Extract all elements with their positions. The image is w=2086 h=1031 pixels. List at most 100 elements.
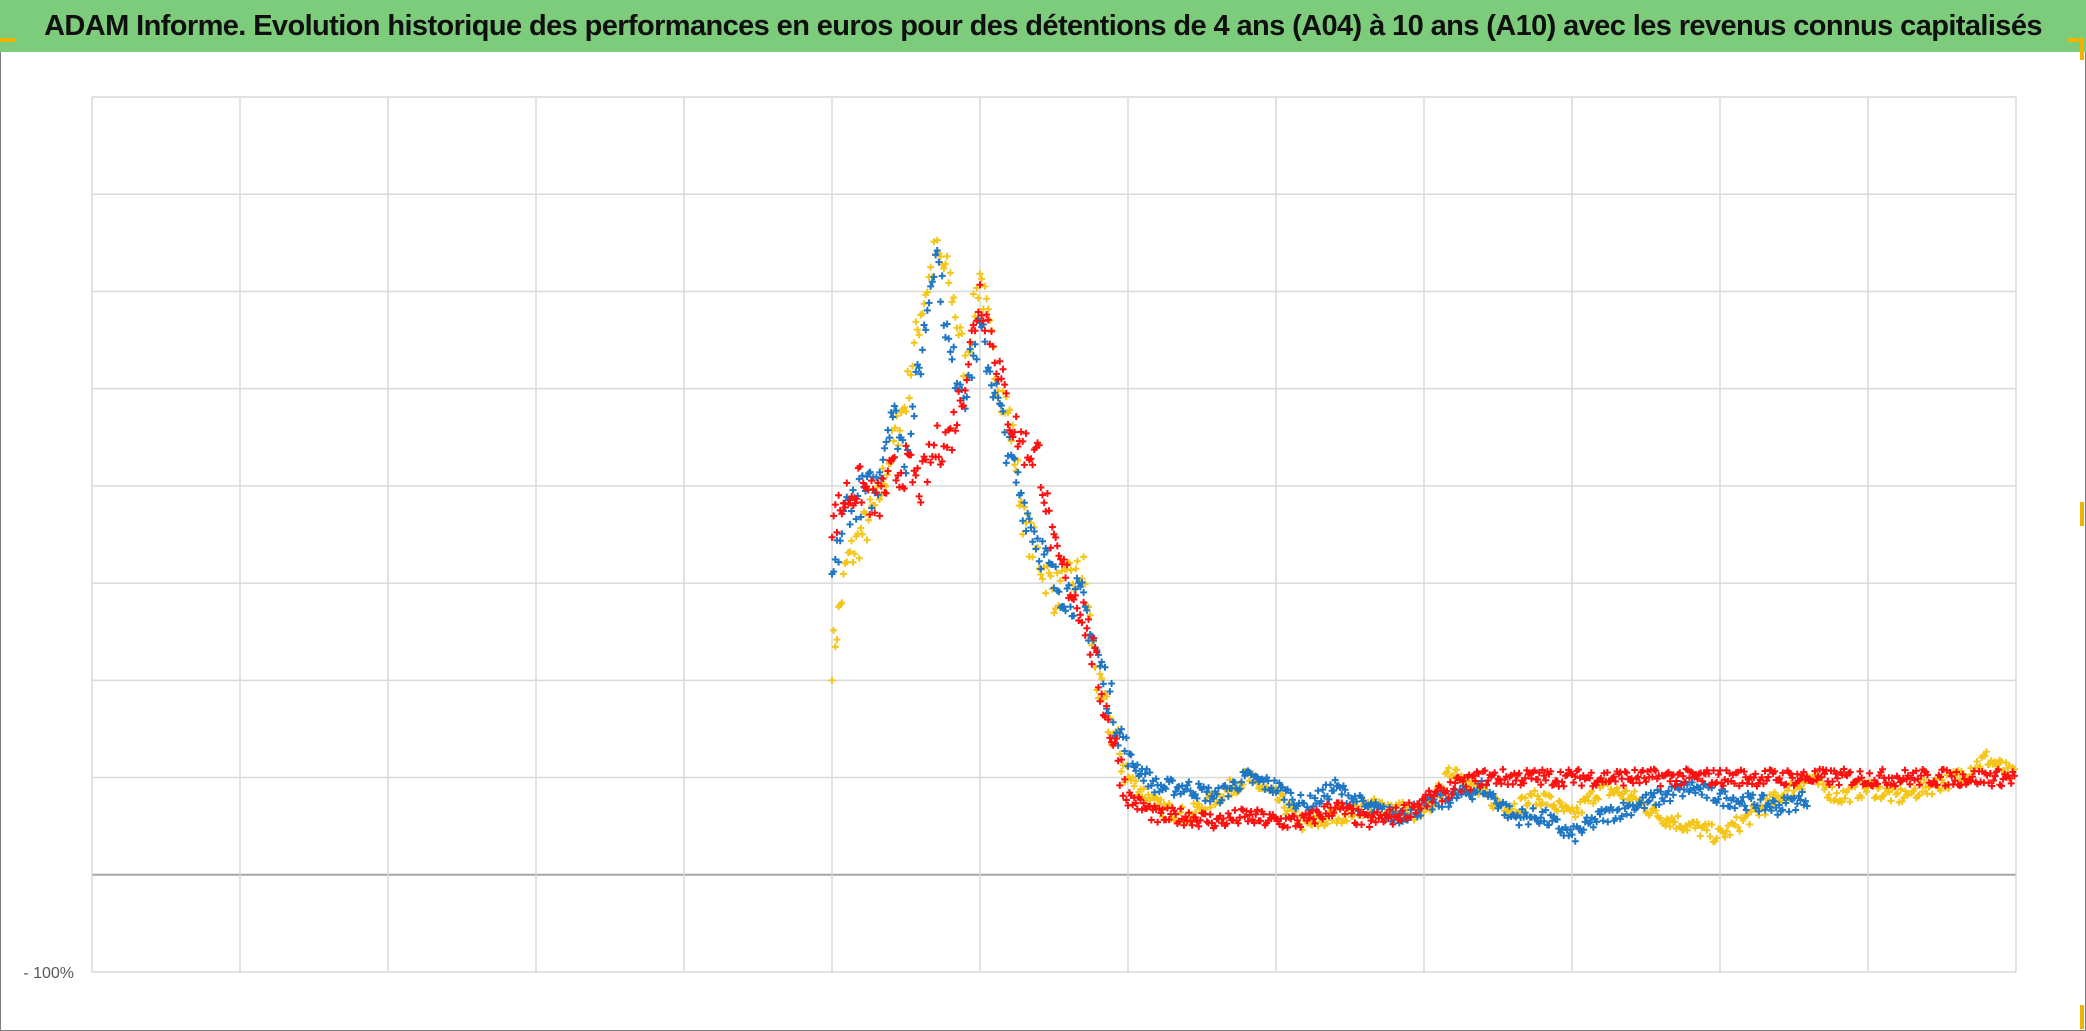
data-point	[937, 253, 945, 261]
data-point	[1231, 779, 1239, 787]
data-point	[961, 386, 969, 394]
data-point	[978, 275, 986, 283]
data-point	[1527, 791, 1535, 799]
data-point	[953, 421, 961, 429]
data-point	[866, 496, 874, 504]
data-point	[999, 365, 1007, 373]
data-point	[1623, 787, 1631, 795]
data-point	[1038, 491, 1046, 499]
data-point	[1785, 808, 1793, 816]
data-point	[1811, 767, 1819, 775]
data-point	[1936, 787, 1944, 795]
data-point	[1782, 780, 1790, 788]
data-point	[1098, 690, 1106, 698]
data-point	[866, 468, 874, 476]
data-point	[1897, 785, 1905, 793]
resize-handle-top-left[interactable]	[0, 38, 16, 42]
data-point	[1122, 796, 1130, 804]
data-point	[1297, 823, 1305, 831]
data-point	[1103, 702, 1111, 710]
data-point	[969, 352, 977, 360]
data-point	[1195, 800, 1203, 808]
data-point	[1679, 772, 1687, 780]
data-point	[1462, 783, 1470, 791]
data-point	[1668, 814, 1676, 822]
data-point	[1020, 499, 1028, 507]
data-point	[1443, 768, 1451, 776]
data-point	[1011, 461, 1019, 469]
data-point	[849, 486, 857, 494]
data-point	[1639, 766, 1647, 774]
data-point	[909, 478, 917, 486]
data-point	[1275, 779, 1283, 787]
data-point	[976, 281, 984, 289]
data-point	[1035, 557, 1043, 565]
data-point	[904, 367, 912, 375]
data-point	[1246, 811, 1254, 819]
data-point	[1186, 817, 1194, 825]
data-point	[1788, 774, 1796, 782]
data-point	[1751, 770, 1759, 778]
data-point	[1589, 799, 1597, 807]
data-point	[1543, 801, 1551, 809]
data-point	[1047, 544, 1055, 552]
data-point	[938, 457, 946, 465]
data-point	[1096, 697, 1104, 705]
data-point	[992, 380, 1000, 388]
data-point	[1604, 818, 1612, 826]
data-point	[1874, 780, 1882, 788]
data-point	[1213, 790, 1221, 798]
data-point	[1106, 734, 1114, 742]
data-point	[1613, 784, 1621, 792]
data-point	[1341, 810, 1349, 818]
data-point	[868, 504, 876, 512]
data-point	[933, 236, 941, 244]
data-point	[1157, 809, 1165, 817]
data-point	[1779, 769, 1787, 777]
data-point	[830, 512, 838, 520]
data-point	[1446, 799, 1454, 807]
data-point	[983, 295, 991, 303]
data-point	[1206, 803, 1214, 811]
resize-handle-bottom-right[interactable]	[2080, 1005, 2084, 1029]
data-point	[1734, 823, 1742, 831]
data-point	[1457, 787, 1465, 795]
data-point	[900, 403, 908, 411]
data-point	[1540, 772, 1548, 780]
data-point	[867, 477, 875, 485]
data-point	[858, 530, 866, 538]
data-point	[1719, 782, 1727, 790]
data-point	[1571, 837, 1579, 845]
resize-handle-top-right[interactable]	[2068, 38, 2084, 42]
data-point	[1542, 806, 1550, 814]
resize-handle-right-mid[interactable]	[2080, 502, 2084, 526]
data-point	[1144, 791, 1152, 799]
data-point	[1420, 796, 1428, 804]
data-point	[1737, 797, 1745, 805]
data-point	[1224, 792, 1232, 800]
data-point	[935, 258, 943, 266]
data-point	[1510, 800, 1518, 808]
data-point	[1253, 806, 1261, 814]
data-point	[1180, 821, 1188, 829]
data-point	[946, 269, 954, 277]
data-point	[831, 643, 839, 651]
data-point	[1165, 816, 1173, 824]
data-point	[1331, 776, 1339, 784]
data-point	[976, 270, 984, 278]
data-point	[1878, 765, 1886, 773]
data-point	[1121, 747, 1129, 755]
resize-handle-top-right-v[interactable]	[2080, 38, 2084, 60]
data-point	[882, 489, 890, 497]
data-point	[1117, 756, 1125, 764]
data-point	[927, 282, 935, 290]
data-point	[1726, 831, 1734, 839]
data-point	[1099, 680, 1107, 688]
data-point	[1470, 772, 1478, 780]
data-point	[1001, 428, 1009, 436]
data-point	[879, 475, 887, 483]
data-point	[846, 520, 854, 528]
data-point	[905, 394, 913, 402]
data-point	[1952, 768, 1960, 776]
data-point	[849, 558, 857, 566]
